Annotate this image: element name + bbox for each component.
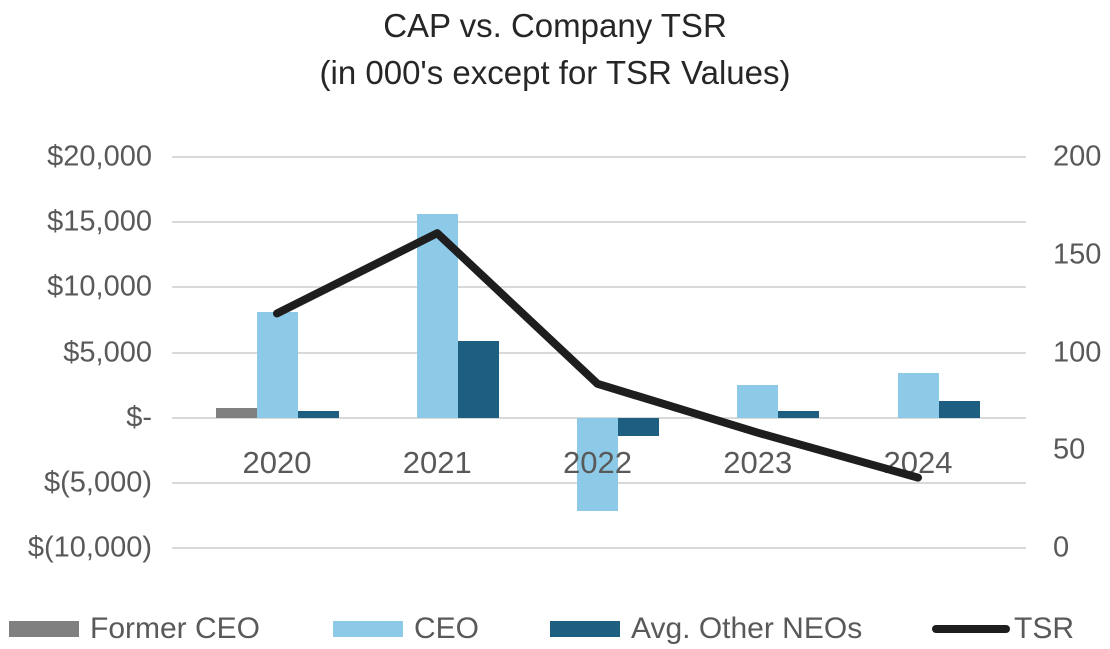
- bar-avg-other-neos-2024: [938, 400, 980, 418]
- bar-avg-other-neos-2022: [618, 417, 659, 436]
- right-axis-tick-label: 50: [1053, 433, 1086, 466]
- right-axis-labels: 200 150 100 50 0: [1053, 141, 1110, 564]
- left-axis-tick-label: $-: [126, 401, 152, 434]
- legend-item-ceo: CEO: [333, 612, 479, 646]
- x-axis-label: 2021: [402, 445, 472, 480]
- left-axis-tick-label: $(10,000): [27, 531, 152, 564]
- legend-label-ceo: CEO: [414, 612, 480, 645]
- legend-label-tsr: TSR: [1014, 612, 1074, 645]
- gridline: [172, 221, 1026, 224]
- right-axis-tick-label: 150: [1053, 238, 1102, 271]
- x-axis-labels: 2020 2021 2022 2023 2024: [172, 445, 1026, 480]
- legend-line-tsr: [932, 625, 1010, 633]
- bar-ceo-2020: [256, 312, 298, 418]
- gridline: [172, 286, 1026, 289]
- legend-swatch-ceo: [333, 621, 403, 637]
- legend: Former CEO CEO Avg. Other NEOs TSR: [0, 612, 1110, 646]
- bar-avg-other-neos-2021: [457, 340, 499, 418]
- plot-area: [172, 156, 1026, 549]
- bar-ceo-2023: [737, 385, 779, 418]
- right-axis-tick-label: 0: [1053, 531, 1070, 564]
- bar-ceo-2024: [897, 373, 939, 418]
- legend-item-former-ceo: Former CEO: [9, 612, 260, 646]
- x-axis-label: 2022: [563, 445, 632, 480]
- legend-label-former-ceo: Former CEO: [90, 612, 261, 645]
- bar-former-ceo-2020: [215, 407, 257, 418]
- gridline: [172, 156, 1026, 158]
- legend-swatch-avg-other-neos: [550, 621, 620, 637]
- bar-avg-other-neos-2020: [297, 411, 339, 418]
- right-axis-tick-label: 100: [1053, 336, 1102, 368]
- legend-item-avg-other-neos: Avg. Other NEOs: [550, 612, 862, 646]
- chart-title-line2: (in 000's except for TSR Values): [319, 54, 791, 91]
- left-axis-labels: $20,000 $15,000 $10,000 $5,000 $- $(5,000) $(1…: [0, 141, 152, 564]
- left-axis-tick-label: $15,000: [47, 205, 152, 238]
- gridline: [172, 547, 1026, 549]
- bar-avg-other-neos-2023: [778, 411, 820, 418]
- left-axis-tick-label: $20,000: [47, 140, 152, 173]
- chart-title-line1: CAP vs. Company TSR: [383, 7, 727, 44]
- legend-swatch-former-ceo: [9, 621, 79, 637]
- bar-ceo-2021: [416, 214, 458, 418]
- right-axis-tick-label: 200: [1053, 140, 1102, 173]
- left-axis-tick-label: $5,000: [63, 336, 152, 368]
- x-axis-label: 2024: [883, 445, 953, 480]
- gridline: [172, 351, 1026, 354]
- legend-label-avg-other-neos: Avg. Other NEOs: [631, 612, 863, 645]
- x-axis-label: 2020: [242, 445, 312, 480]
- left-axis-tick-label: $(5,000): [43, 466, 152, 499]
- x-axis-label: 2023: [723, 445, 793, 480]
- left-axis-tick-label: $10,000: [47, 270, 152, 303]
- legend-item-tsr: TSR: [932, 612, 1074, 646]
- chart-title: CAP vs. Company TSR (in 000's except for…: [0, 2, 1110, 96]
